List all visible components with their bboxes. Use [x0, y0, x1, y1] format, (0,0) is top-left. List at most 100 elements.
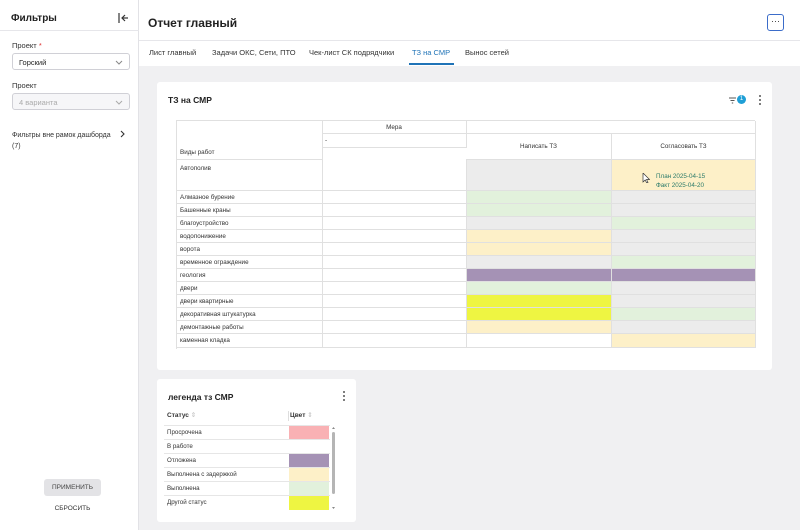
tab-networks[interactable]: Вынос сетей: [465, 48, 509, 57]
tab-tz-smr[interactable]: ТЗ на СМР: [412, 48, 451, 57]
measure-cell: [322, 256, 467, 269]
legend-row: Выполнена с задержкой: [164, 467, 330, 482]
legend-scrollbar[interactable]: [331, 427, 336, 509]
legend-status-label: Просрочена: [167, 429, 202, 436]
measure-cell: [322, 217, 467, 230]
status-cell-write[interactable]: [466, 256, 612, 269]
legend-color-swatch: [289, 482, 329, 496]
status-cell-write[interactable]: [466, 308, 612, 321]
row-label: двери квартирные: [177, 295, 323, 308]
status-cell-approve[interactable]: [612, 308, 756, 321]
tab-checklist[interactable]: Чек-лист СК подрядчики: [309, 48, 395, 57]
legend-status-header[interactable]: Статус ⇕: [167, 411, 196, 419]
page-header: Отчет главный ··· Лист главный Задачи ОК…: [139, 0, 800, 66]
status-cell-write[interactable]: [466, 243, 612, 256]
project2-select[interactable]: 4 варианта: [12, 93, 130, 110]
card-menu-icon[interactable]: [758, 95, 762, 107]
status-cell-approve[interactable]: [612, 269, 756, 282]
header-divider: [139, 40, 800, 41]
chevron-down-icon: [115, 60, 123, 65]
row-label: демонтажные работы: [177, 321, 323, 334]
filters-outside-toggle[interactable]: Фильтры вне рамок дашборда (7): [12, 130, 132, 152]
header-divider: [288, 411, 289, 421]
reset-button[interactable]: СБРОСИТЬ: [54, 505, 91, 512]
row-label: Алмазное бурение: [177, 191, 323, 204]
row-label: ворота: [177, 243, 323, 256]
legend-color-swatch: [289, 496, 329, 510]
measure-cell: [322, 308, 467, 321]
rows-header-cell: Виды работ: [177, 146, 323, 160]
row-label: геология: [177, 269, 323, 282]
status-cell-write[interactable]: [466, 334, 612, 348]
more-options-button[interactable]: ···: [767, 14, 784, 31]
project-select[interactable]: Горский: [12, 53, 130, 70]
status-cell-approve[interactable]: [612, 295, 756, 308]
status-cell-write[interactable]: [466, 269, 612, 282]
legend-row: Просрочена: [164, 425, 330, 440]
legend-status-header-text: Статус: [167, 412, 189, 419]
legend-row: Выполнена: [164, 481, 330, 496]
measure-cell: [322, 269, 467, 282]
status-cell-approve[interactable]: [612, 230, 756, 243]
filter-count-badge: 1: [737, 95, 746, 104]
status-cell-approve[interactable]: [612, 282, 756, 295]
tab-main-sheet[interactable]: Лист главный: [149, 48, 197, 57]
project-label: Проект *: [12, 41, 42, 50]
measure-cell: [322, 295, 467, 308]
apply-button[interactable]: ПРИМЕНИТЬ: [44, 479, 101, 496]
status-cell-write[interactable]: [466, 295, 612, 308]
status-cell-approve[interactable]: [612, 191, 756, 204]
filter-icon[interactable]: [728, 96, 737, 105]
col-approve-tz: Согласовать ТЗ: [612, 134, 756, 160]
chevron-right-icon: [120, 130, 125, 138]
project-select-value: Горский: [19, 58, 47, 67]
plan-date: План 2025-04-15: [656, 173, 706, 180]
status-cell-write[interactable]: [466, 217, 612, 230]
row-label: декоративная штукатурка: [177, 308, 323, 321]
filters-sidebar: Фильтры Проект * Горский Проект 4 вариан…: [0, 0, 139, 530]
measure-sub: -: [322, 134, 467, 148]
status-cell-approve[interactable]: [612, 321, 756, 334]
measure-cell: [322, 282, 467, 295]
status-cell-write[interactable]: [466, 321, 612, 334]
measure-cell: [322, 321, 467, 334]
legend-color-header[interactable]: Цвет ⇕: [290, 411, 313, 419]
legend-row: Отложена: [164, 453, 330, 468]
measure-header: Мера: [322, 121, 467, 134]
legend-status-label: Другой статус: [167, 499, 207, 506]
measure-cell: [322, 160, 467, 191]
status-cell-write[interactable]: [466, 191, 612, 204]
status-cell-write[interactable]: [466, 204, 612, 217]
measure-cell: [322, 204, 467, 217]
sort-icon: ⇕: [190, 412, 197, 419]
required-mark: *: [38, 41, 42, 50]
status-cell-approve[interactable]: [612, 160, 756, 191]
legend-color-swatch: [289, 468, 329, 482]
status-cell-write[interactable]: [466, 160, 612, 191]
legend-color-header-text: Цвет: [290, 412, 306, 419]
legend-color-swatch: [289, 426, 329, 440]
status-cell-approve[interactable]: [612, 334, 756, 348]
header-top-right: [466, 121, 756, 134]
status-cell-approve[interactable]: [612, 256, 756, 269]
status-cell-approve[interactable]: [612, 217, 756, 230]
sidebar-divider: [0, 30, 139, 31]
legend-status-label: В работе: [167, 443, 193, 450]
status-cell-write[interactable]: [466, 230, 612, 243]
col-write-tz: Написать ТЗ: [466, 134, 612, 160]
status-cell-approve[interactable]: [612, 243, 756, 256]
collapse-sidebar-icon[interactable]: [116, 11, 130, 25]
status-cell-write[interactable]: [466, 282, 612, 295]
row-label: Башенные краны: [177, 204, 323, 217]
legend-menu-icon[interactable]: [342, 391, 346, 403]
sidebar-title: Фильтры: [11, 13, 57, 24]
status-cell-approve[interactable]: [612, 204, 756, 217]
measure-cell: [322, 230, 467, 243]
plan-fact-cell[interactable]: План 2025-04-15 Факт 2025-04-20: [612, 160, 756, 191]
tab-tasks[interactable]: Задачи ОКС, Сети, ПТО: [212, 48, 296, 57]
legend-status-label: Выполнена: [167, 485, 200, 492]
project2-label: Проект: [12, 81, 37, 90]
legend-color-swatch: [289, 454, 329, 468]
legend-status-label: Отложена: [167, 457, 197, 464]
row-label: водопонижение: [177, 230, 323, 243]
